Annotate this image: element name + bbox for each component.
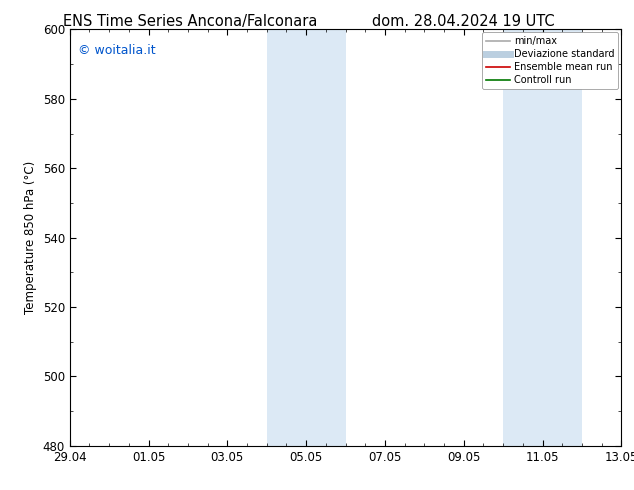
Text: © woitalia.it: © woitalia.it bbox=[78, 44, 155, 57]
Bar bbox=[503, 29, 582, 446]
Legend: min/max, Deviazione standard, Ensemble mean run, Controll run: min/max, Deviazione standard, Ensemble m… bbox=[482, 32, 618, 89]
Text: ENS Time Series Ancona/Falconara: ENS Time Series Ancona/Falconara bbox=[63, 14, 318, 29]
Text: dom. 28.04.2024 19 UTC: dom. 28.04.2024 19 UTC bbox=[372, 14, 554, 29]
Y-axis label: Temperature 850 hPa (°C): Temperature 850 hPa (°C) bbox=[24, 161, 37, 314]
Bar bbox=[267, 29, 346, 446]
